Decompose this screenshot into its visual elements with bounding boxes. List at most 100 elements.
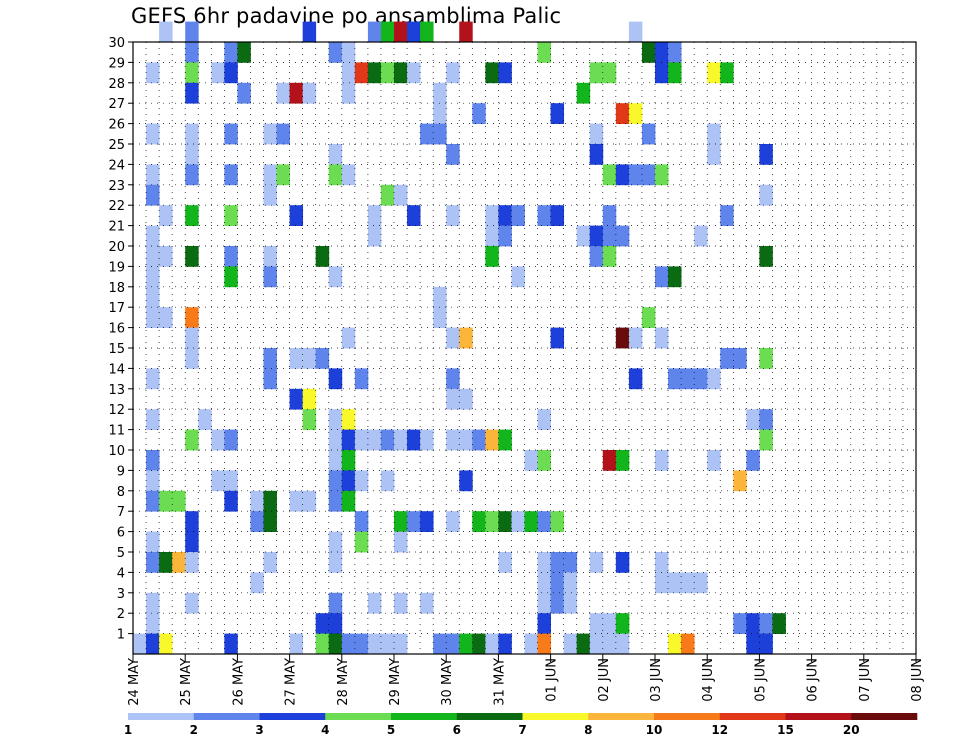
heatmap-cell bbox=[224, 42, 238, 63]
heatmap-cell bbox=[354, 531, 369, 553]
heatmap-cell bbox=[341, 62, 356, 84]
y-tick-label: 8 bbox=[117, 485, 125, 500]
heatmap-cell bbox=[459, 470, 473, 492]
x-tick-label: 27 MAY bbox=[284, 658, 299, 706]
heatmap-cell bbox=[563, 633, 578, 655]
heatmap-cell bbox=[615, 633, 630, 655]
grid-layer bbox=[133, 42, 916, 654]
x-tick-label: 28 MAY bbox=[336, 658, 351, 706]
heatmap-cell bbox=[159, 246, 173, 267]
heatmap-cell bbox=[668, 368, 682, 390]
heatmap-cell bbox=[511, 266, 525, 288]
heatmap-cell bbox=[263, 246, 277, 267]
heatmap-cell bbox=[472, 633, 486, 655]
heatmap-cell bbox=[615, 552, 630, 573]
y-tick-label: 10 bbox=[108, 444, 125, 459]
heatmap-cell bbox=[146, 552, 160, 573]
colorbar-swatch bbox=[456, 713, 523, 720]
heatmap-cell bbox=[655, 266, 669, 288]
heatmap-cell bbox=[289, 205, 304, 226]
heatmap-cell bbox=[341, 470, 356, 492]
heatmap-cell bbox=[446, 205, 460, 226]
heatmap-cell bbox=[237, 42, 251, 63]
heatmap-cell bbox=[172, 552, 186, 573]
heatmap-cell bbox=[602, 246, 617, 267]
colorbar-swatch bbox=[522, 713, 589, 720]
y-tick-label: 4 bbox=[117, 566, 125, 581]
heatmap-cell bbox=[146, 490, 160, 512]
heatmap-cell bbox=[537, 633, 551, 655]
chart-title: GEFS 6hr padavine po ansamblima Palic bbox=[131, 4, 562, 28]
heatmap-cell bbox=[224, 470, 238, 492]
heatmap-cell bbox=[276, 82, 290, 104]
heatmap-cell bbox=[446, 429, 460, 451]
heatmap-cell bbox=[159, 552, 173, 573]
heatmap-cell bbox=[159, 205, 173, 226]
heatmap-cell bbox=[446, 388, 460, 410]
heatmap-cell bbox=[459, 429, 473, 451]
heatmap-cell bbox=[641, 123, 656, 145]
heatmap-cell bbox=[302, 388, 317, 410]
heatmap-cell bbox=[380, 21, 395, 43]
heatmap-cell bbox=[146, 633, 160, 655]
heatmap-cell bbox=[485, 511, 499, 532]
colorbar-label: 6 bbox=[453, 723, 461, 737]
heatmap-cell bbox=[407, 205, 421, 226]
heatmap-cell bbox=[498, 225, 512, 247]
heatmap-cell bbox=[394, 429, 408, 451]
heatmap-cell bbox=[237, 82, 251, 104]
heatmap-cell bbox=[615, 225, 630, 247]
heatmap-cell bbox=[394, 531, 408, 553]
heatmap-cell bbox=[263, 511, 277, 532]
heatmap-cell bbox=[289, 348, 304, 369]
heatmap-cell bbox=[354, 368, 369, 390]
heatmap-cell bbox=[146, 62, 160, 84]
heatmap-cell bbox=[759, 246, 773, 267]
heatmap-cell bbox=[185, 21, 199, 43]
heatmap-cell bbox=[472, 103, 486, 124]
x-tick-label: 01 JUN bbox=[545, 658, 560, 702]
y-axis: 1234567891011121314151617181920212223242… bbox=[108, 36, 133, 643]
heatmap-cell bbox=[524, 633, 538, 655]
heatmap-cell bbox=[602, 450, 617, 471]
colorbar-swatch bbox=[128, 713, 195, 720]
colorbar-swatch bbox=[588, 713, 655, 720]
heatmap-cell bbox=[668, 266, 682, 288]
heatmap-cell bbox=[185, 205, 199, 226]
heatmap-cell bbox=[759, 613, 773, 634]
x-tick-label: 07 JUN bbox=[858, 658, 873, 702]
heatmap-cell bbox=[707, 450, 721, 471]
colorbar-label: 8 bbox=[584, 723, 592, 737]
heatmap-cell bbox=[185, 307, 199, 328]
heatmap-cell bbox=[315, 348, 330, 369]
x-tick-label: 05 JUN bbox=[753, 658, 768, 702]
heatmap-cell bbox=[289, 633, 304, 655]
heatmap-cell bbox=[733, 613, 747, 634]
heatmap-cell bbox=[394, 21, 408, 43]
colorbar-label: 5 bbox=[387, 723, 395, 737]
heatmap-cell bbox=[315, 246, 330, 267]
heatmap-cell bbox=[146, 531, 160, 553]
colorbar-label: 15 bbox=[777, 723, 794, 737]
heatmap-cell bbox=[446, 62, 460, 84]
heatmap-cell bbox=[459, 21, 473, 43]
y-tick-label: 30 bbox=[108, 36, 125, 51]
heatmap-cell bbox=[367, 225, 382, 247]
heatmap-cell bbox=[159, 307, 173, 328]
heatmap-cell bbox=[185, 164, 199, 186]
heatmap-cell bbox=[576, 633, 591, 655]
heatmap-cell bbox=[146, 266, 160, 288]
heatmap-cell bbox=[289, 490, 304, 512]
heatmap-cell bbox=[420, 123, 434, 145]
heatmap-cell bbox=[302, 348, 317, 369]
heatmap-cell bbox=[354, 511, 369, 532]
heatmap-cell bbox=[746, 409, 760, 430]
colorbar-swatch bbox=[851, 713, 918, 720]
heatmap-cell bbox=[367, 429, 382, 451]
heatmap-cell bbox=[185, 348, 199, 369]
heatmap-cell bbox=[655, 552, 669, 573]
heatmap-cell bbox=[146, 409, 160, 430]
heatmap-cell bbox=[446, 327, 460, 349]
y-tick-label: 27 bbox=[108, 97, 125, 112]
heatmap-cell bbox=[328, 470, 343, 492]
